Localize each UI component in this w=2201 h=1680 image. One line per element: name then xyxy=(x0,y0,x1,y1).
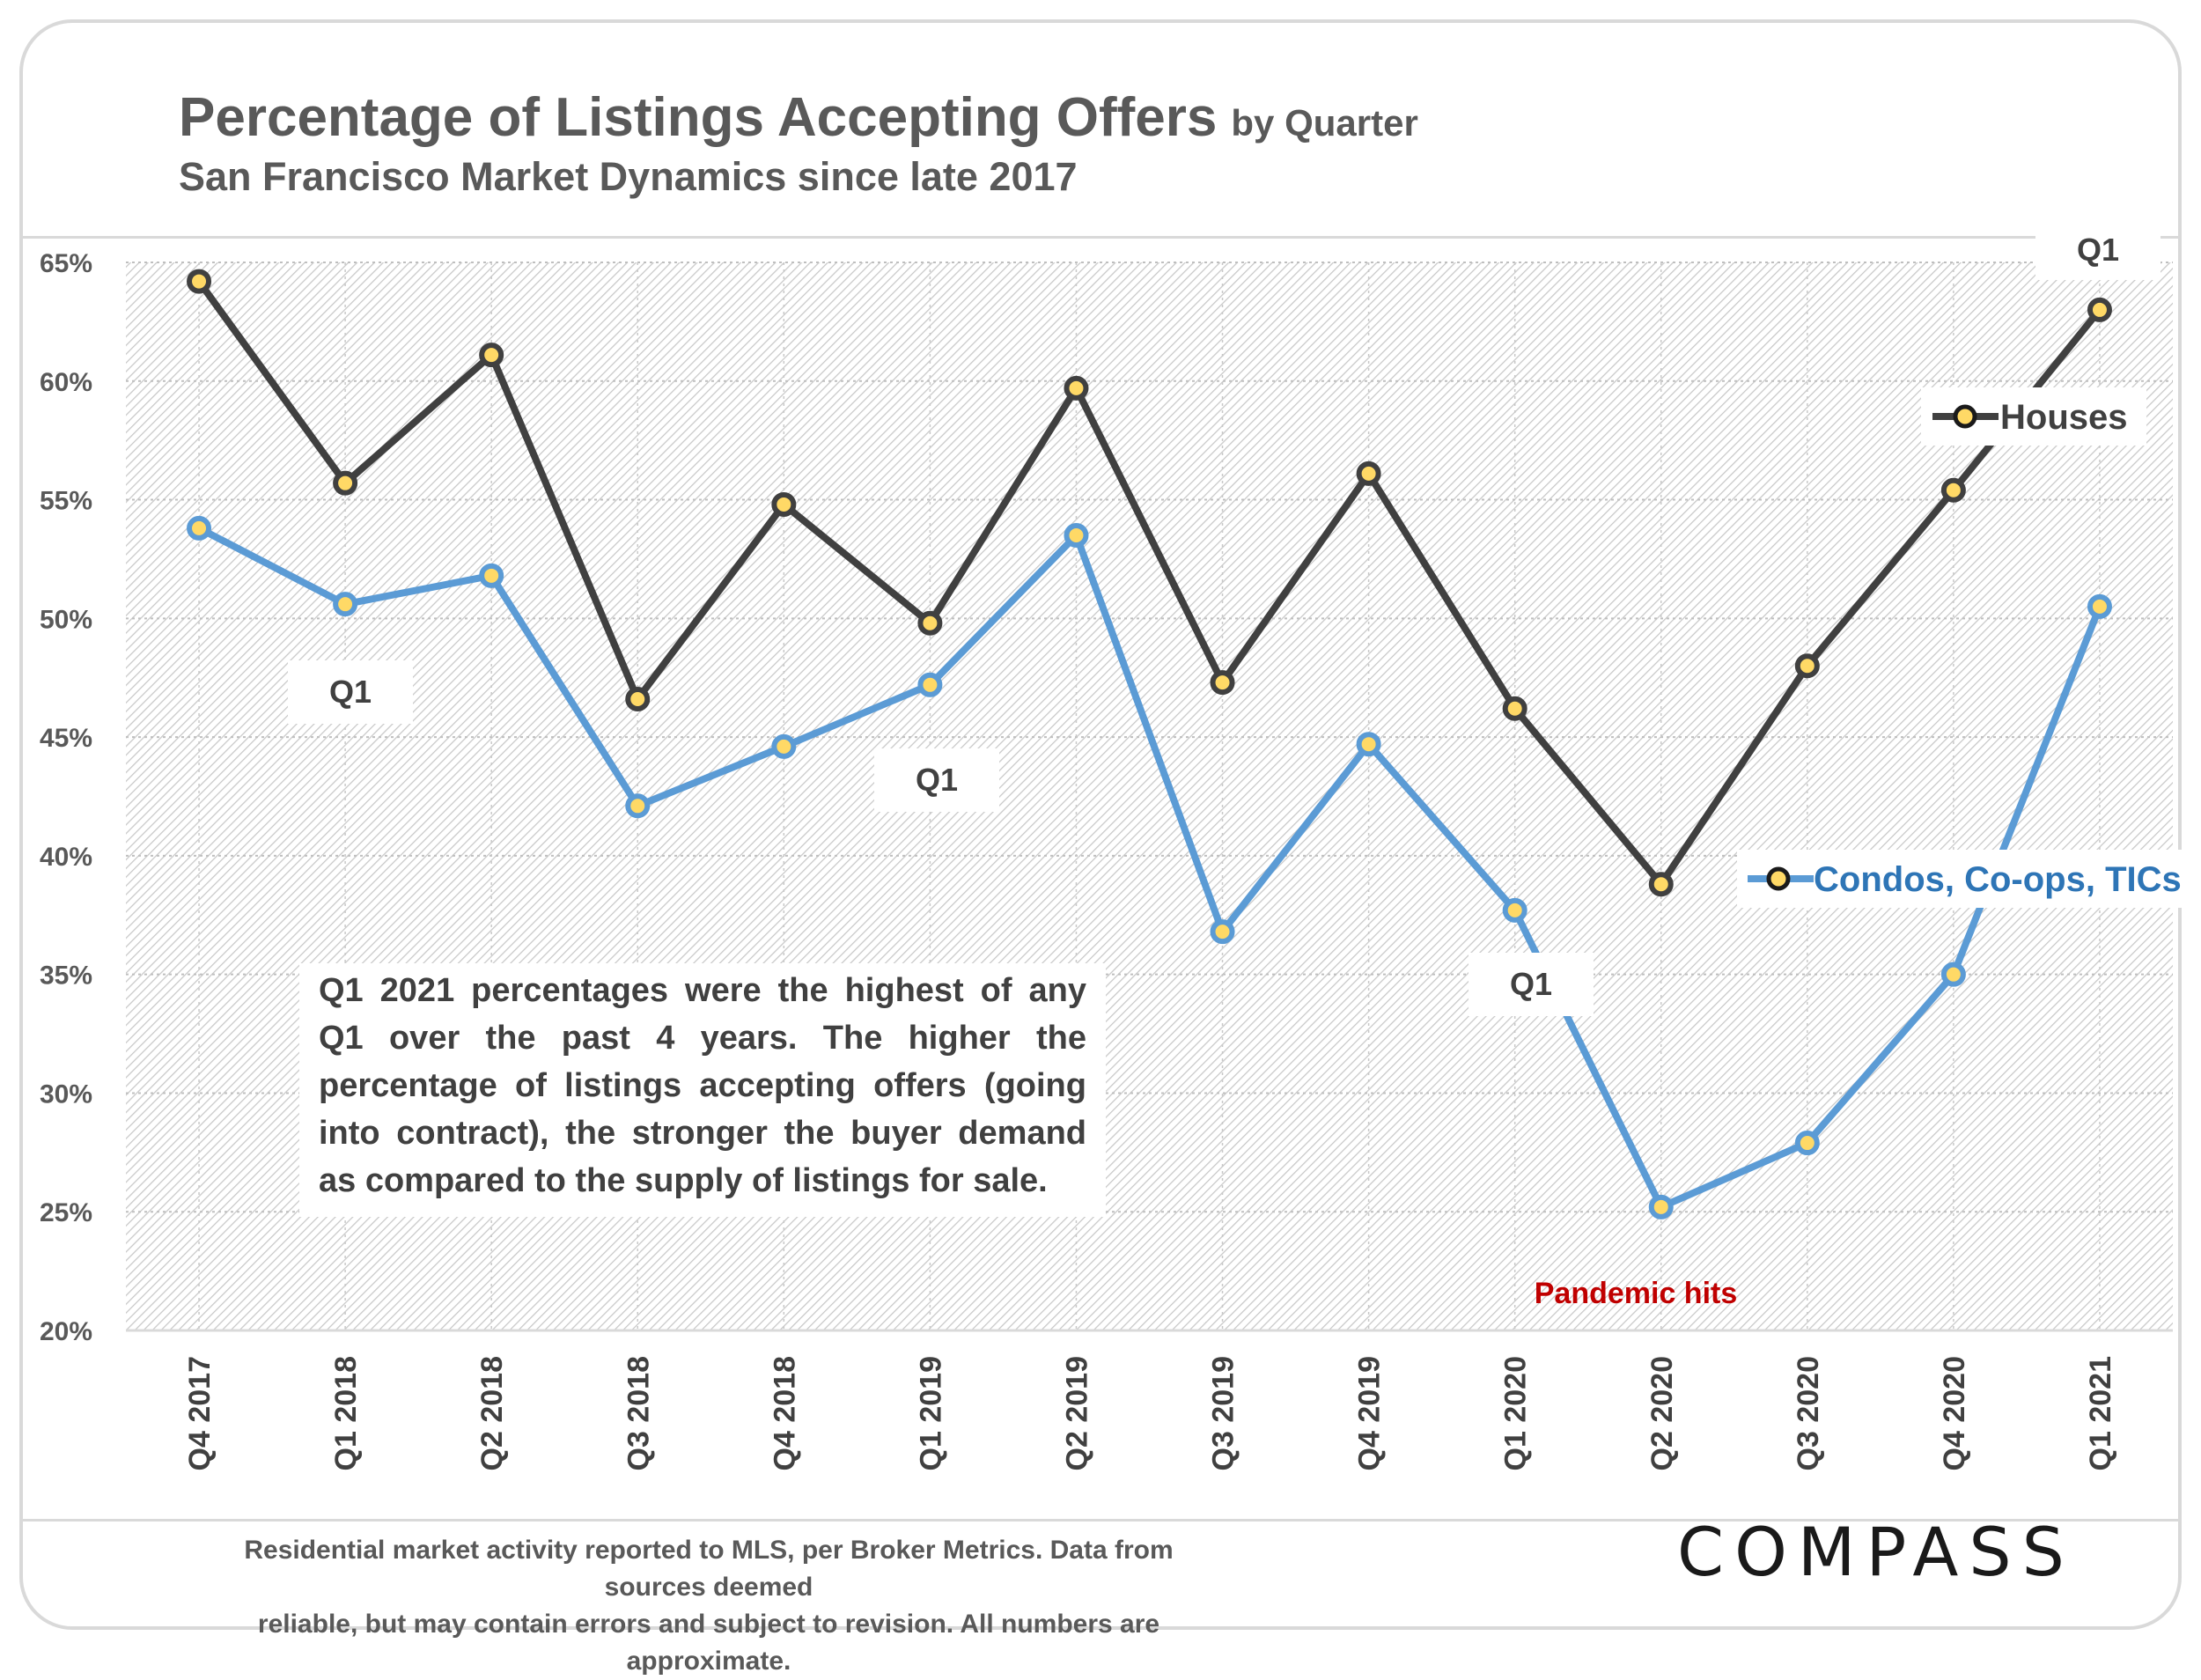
legend-condos-label: Condos, Co-ops, TICs xyxy=(1814,860,2182,899)
series-condos-co-ops-tics-point xyxy=(2087,593,2112,619)
series-condos-co-ops-tics-point xyxy=(1794,1131,1820,1156)
series-condos-co-ops-tics-point xyxy=(333,592,358,617)
insight-note: Q1 2021 percentages were the highest of … xyxy=(299,963,1106,1217)
y-tick-label: 40% xyxy=(40,843,92,872)
legend-houses: Houses xyxy=(1921,387,2146,446)
x-tick-label: Q4 2017 xyxy=(183,1356,217,1470)
series-houses-point xyxy=(1940,477,1966,503)
series-condos-co-ops-tics-point xyxy=(625,793,651,819)
svg-text:Q1: Q1 xyxy=(916,762,958,798)
svg-text:Q1: Q1 xyxy=(1510,966,1552,1002)
pandemic-annotation: Pandemic hits xyxy=(1535,1277,1738,1310)
series-houses-point xyxy=(1502,696,1527,721)
chart-title-main: Percentage of Listings Accepting Offers xyxy=(179,87,1218,148)
y-tick-label: 25% xyxy=(40,1198,92,1227)
series-condos-co-ops-tics-point xyxy=(1356,732,1381,757)
chart-title-suffix: by Quarter xyxy=(1231,102,1418,144)
series-houses-line xyxy=(195,279,2103,888)
series-houses-point xyxy=(917,610,943,636)
x-tick-label: Q1 2020 xyxy=(1499,1356,1533,1470)
series-houses-point xyxy=(1210,670,1235,696)
series-houses-point xyxy=(771,491,797,517)
chart-subtitle: San Francisco Market Dynamics since late… xyxy=(179,154,1078,199)
series-condos-co-ops-tics-point xyxy=(1210,919,1235,945)
q1-label-2019: Q1 xyxy=(874,748,999,812)
x-tick-label: Q2 2018 xyxy=(475,1356,509,1470)
y-tick-label: 55% xyxy=(40,487,92,516)
x-tick-label: Q4 2020 xyxy=(1938,1356,1971,1470)
q1-label-2018: Q1 xyxy=(288,660,413,724)
x-tick-label: Q3 2020 xyxy=(1792,1356,1825,1470)
q1-label-2020: Q1 xyxy=(1469,953,1594,1016)
footer-divider xyxy=(19,1519,2182,1522)
series-condos-co-ops-tics-point xyxy=(187,515,212,541)
series-condos-co-ops-tics-point xyxy=(771,733,797,759)
series-houses-point xyxy=(1064,375,1089,401)
y-tick-label: 50% xyxy=(40,605,92,634)
series-condos-co-ops-tics-line xyxy=(197,525,2103,1211)
y-tick-label: 65% xyxy=(40,249,92,278)
x-tick-label: Q1 2021 xyxy=(2084,1356,2117,1470)
compass-logo: COMPASS xyxy=(1677,1513,2075,1591)
svg-text:Q1: Q1 xyxy=(329,674,372,710)
legend-condos: Condos, Co-ops, TICs xyxy=(1737,850,2182,908)
series-condos-co-ops-tics-point xyxy=(479,563,504,588)
series-houses-point xyxy=(1794,653,1820,679)
x-tick-label: Q3 2018 xyxy=(622,1356,655,1470)
x-tick-label: Q1 2019 xyxy=(914,1356,947,1470)
series-houses-point xyxy=(1356,461,1381,486)
series-houses-point xyxy=(187,269,212,294)
x-tick-label: Q1 2018 xyxy=(329,1356,363,1470)
series-houses-point xyxy=(2087,297,2112,322)
x-tick-label: Q2 2020 xyxy=(1645,1356,1679,1470)
source-footnote: Residential market activity reported to … xyxy=(194,1532,1224,1680)
series-condos-co-ops-tics-point xyxy=(917,672,943,697)
series-condos-co-ops-tics-point xyxy=(1502,897,1527,923)
y-tick-label: 60% xyxy=(40,368,92,397)
series-houses-point xyxy=(479,343,504,368)
series-condos-co-ops-tics-point xyxy=(1940,962,1966,987)
footnote-line-1: Residential market activity reported to … xyxy=(244,1536,1174,1602)
series-houses-point xyxy=(1648,872,1674,897)
x-tick-label: Q3 2019 xyxy=(1207,1356,1240,1470)
series-houses-point xyxy=(333,470,358,496)
footnote-line-2: reliable, but may contain errors and sub… xyxy=(257,1610,1160,1676)
series-condos-co-ops-tics-point xyxy=(1064,522,1089,548)
svg-text:Q1: Q1 xyxy=(2077,232,2119,268)
y-tick-label: 45% xyxy=(40,724,92,753)
series-houses-point xyxy=(625,686,651,711)
y-tick-label: 30% xyxy=(40,1079,92,1109)
series-condos-co-ops-tics-point xyxy=(1648,1194,1674,1219)
x-tick-label: Q2 2019 xyxy=(1060,1356,1093,1470)
y-tick-label: 20% xyxy=(40,1317,92,1346)
x-tick-label: Q4 2018 xyxy=(768,1356,801,1470)
q1-label-2021: Q1 xyxy=(2035,220,2161,280)
header-divider xyxy=(19,236,2182,239)
x-tick-label: Q4 2019 xyxy=(1353,1356,1387,1470)
y-tick-label: 35% xyxy=(40,962,92,991)
legend-houses-label: Houses xyxy=(2000,398,2128,437)
chart-title: Percentage of Listings Accepting Offers b… xyxy=(179,86,1418,149)
